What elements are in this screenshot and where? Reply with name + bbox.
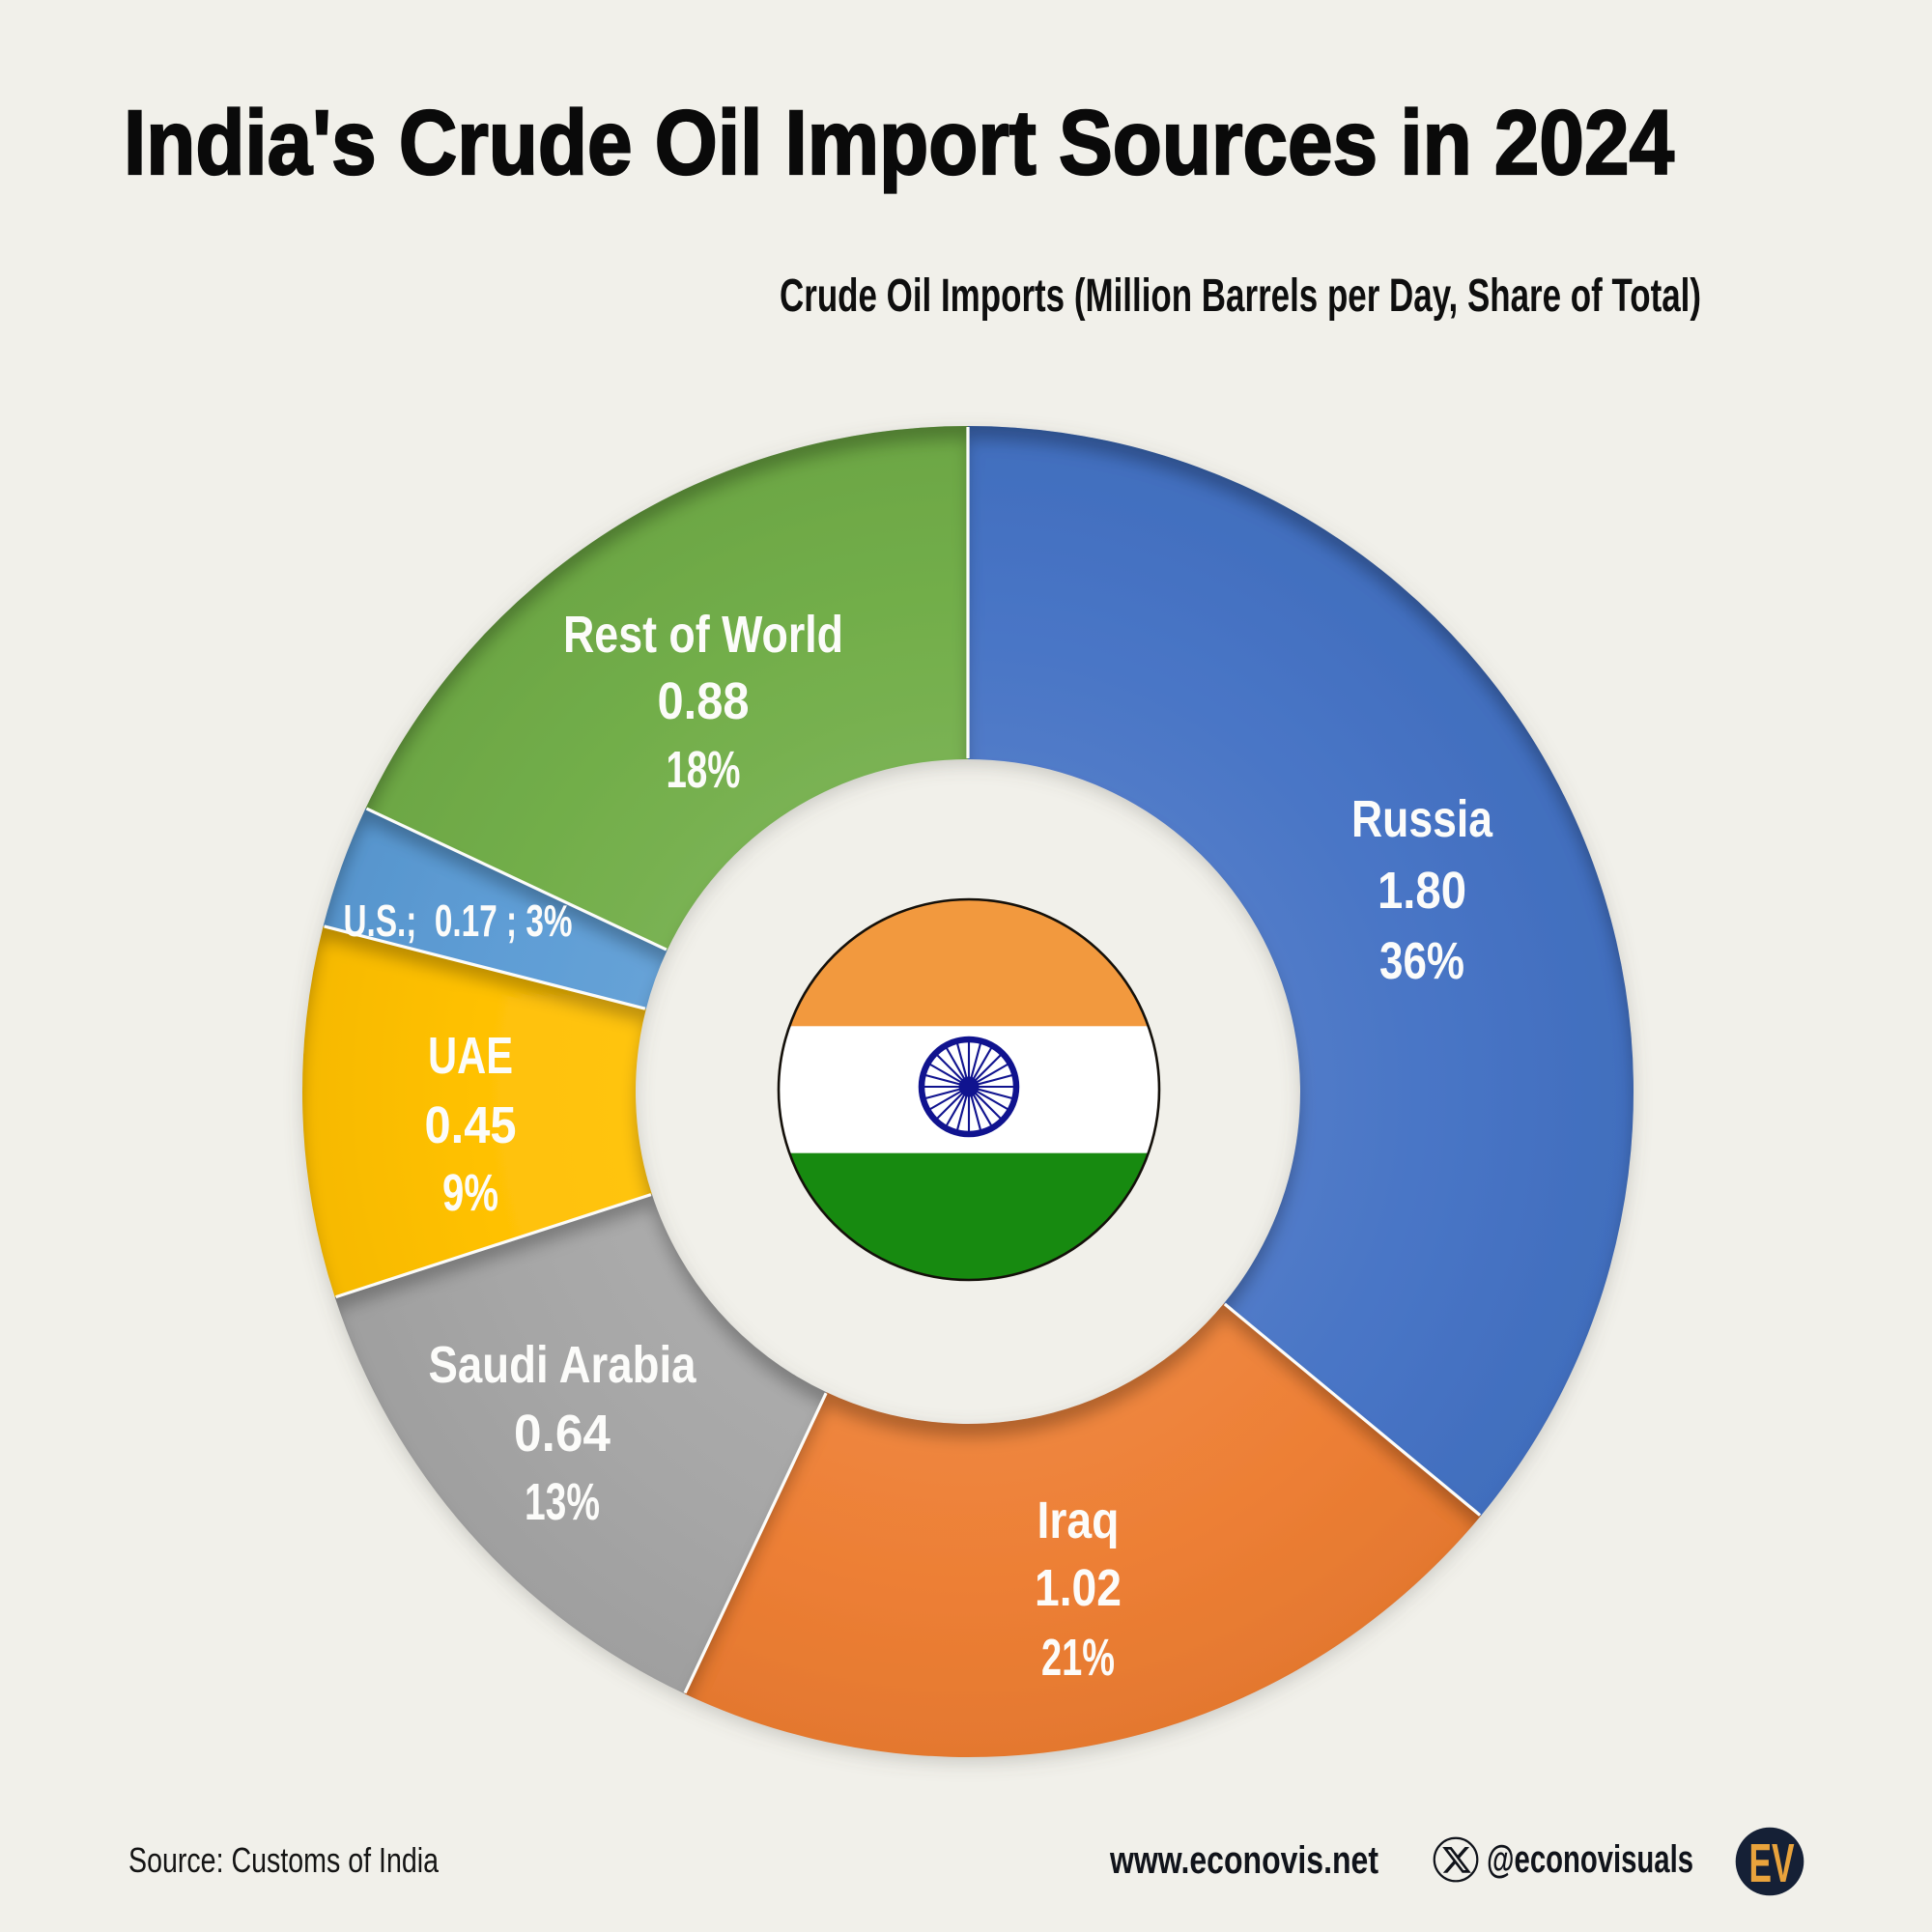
svg-text:India's Crude Oil Import Sourc: India's Crude Oil Import Sources in 2024 <box>124 92 1674 194</box>
svg-text:13%: 13% <box>525 1473 600 1531</box>
svg-text:www.econovis.net: www.econovis.net <box>1109 1839 1378 1882</box>
svg-text:18%: 18% <box>667 741 741 799</box>
svg-text:0.64: 0.64 <box>514 1405 611 1463</box>
svg-text:9%: 9% <box>442 1164 498 1222</box>
svg-text:1.80: 1.80 <box>1378 862 1466 920</box>
svg-text:UAE: UAE <box>428 1027 513 1085</box>
svg-text:0.45: 0.45 <box>425 1096 517 1154</box>
svg-text:@econovisuals: @econovisuals <box>1487 1838 1693 1881</box>
svg-text:EV: EV <box>1749 1833 1795 1894</box>
svg-text:36%: 36% <box>1379 932 1464 990</box>
svg-text:Russia: Russia <box>1351 790 1493 848</box>
svg-text:1.02: 1.02 <box>1035 1559 1122 1617</box>
svg-text:Source: Customs of India: Source: Customs of India <box>128 1840 440 1880</box>
svg-text:0.88: 0.88 <box>658 672 750 730</box>
svg-text:Crude Oil Imports (Million Bar: Crude Oil Imports (Million Barrels per D… <box>780 270 1701 322</box>
svg-text:Rest of World: Rest of World <box>563 606 843 664</box>
svg-text:Saudi Arabia: Saudi Arabia <box>429 1336 697 1394</box>
svg-text:U.S.; 0.17 ; 3%: U.S.; 0.17 ; 3% <box>344 895 573 946</box>
svg-text:21%: 21% <box>1041 1629 1115 1687</box>
svg-text:Iraq: Iraq <box>1037 1492 1120 1549</box>
